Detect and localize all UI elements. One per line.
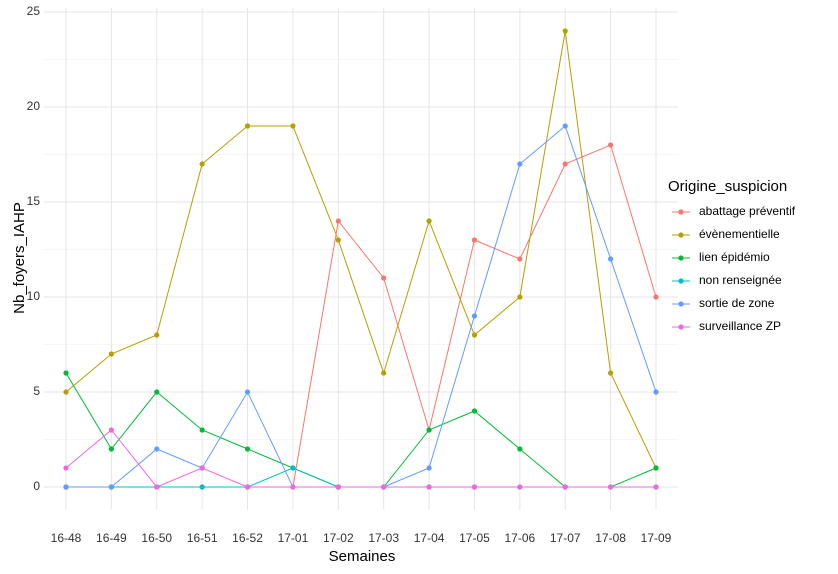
data-point: [608, 142, 614, 148]
data-point: [244, 446, 251, 452]
y-tick-label: 5: [33, 384, 40, 398]
data-point: [290, 465, 296, 471]
data-point: [517, 161, 523, 167]
legend-label: abattage préventif: [699, 204, 796, 218]
x-tick-label: 17-08: [595, 531, 626, 545]
data-point: [471, 484, 478, 490]
data-point: [653, 294, 659, 300]
y-tick-label: 10: [27, 289, 41, 303]
data-point: [108, 484, 114, 490]
y-tick-label: 0: [33, 479, 40, 493]
data-point: [63, 465, 69, 471]
y-tick-label: 15: [27, 194, 41, 208]
data-point: [108, 427, 114, 433]
data-point: [335, 484, 341, 490]
series-line: [65, 372, 657, 488]
x-tick-label: 16-49: [96, 531, 127, 545]
data-point: [244, 123, 251, 129]
legend-key-point: [678, 209, 684, 215]
series-line: [66, 144, 657, 488]
legend-label: surveillance ZP: [699, 319, 781, 333]
legend-key-point: [678, 278, 684, 284]
x-tick-label: 17-01: [278, 531, 309, 545]
data-point: [562, 123, 568, 129]
data-point: [199, 465, 205, 471]
legend-key-point: [678, 232, 684, 238]
data-point: [426, 427, 432, 433]
data-point: [63, 484, 69, 490]
data-point: [335, 237, 341, 243]
data-point: [381, 275, 387, 281]
data-point: [517, 294, 523, 300]
data-point: [426, 484, 432, 490]
x-tick-label: 17-06: [504, 531, 535, 545]
legend-key-point: [678, 324, 684, 330]
data-point: [154, 446, 160, 452]
data-point: [517, 446, 523, 452]
x-tick-label: 16-52: [232, 531, 263, 545]
data-point: [154, 389, 160, 395]
legend-label: évènementielle: [699, 227, 780, 241]
data-point: [608, 256, 614, 262]
x-tick-label: 17-07: [550, 531, 581, 545]
data-point: [381, 484, 387, 490]
data-point: [335, 218, 341, 224]
x-tick-label: 16-51: [187, 531, 218, 545]
series-line: [65, 429, 656, 488]
x-tick-label: 17-03: [368, 531, 399, 545]
data-point: [290, 123, 296, 129]
data-point: [381, 370, 387, 376]
x-tick-label: 17-02: [323, 531, 354, 545]
data-point: [244, 389, 251, 395]
legend-key-point: [678, 301, 684, 307]
y-axis-title: Nb_foyers_IAHP: [11, 202, 28, 314]
x-tick-label: 17-05: [459, 531, 490, 545]
data-point: [290, 484, 296, 490]
x-axis-title: Semaines: [329, 548, 396, 565]
data-point: [562, 28, 568, 34]
data-point: [471, 332, 478, 338]
data-point: [471, 408, 478, 414]
data-point: [653, 484, 659, 490]
x-tick-label: 17-04: [414, 531, 445, 545]
data-point: [471, 237, 478, 243]
legend-title: Origine_suspicion: [668, 178, 787, 195]
data-point: [562, 161, 568, 167]
y-tick-label: 20: [27, 99, 41, 113]
legend-label: non renseignée: [699, 273, 782, 287]
legend-key-point: [678, 255, 684, 261]
data-point: [517, 484, 523, 490]
data-point: [63, 370, 69, 376]
data-point: [154, 484, 160, 490]
data-point: [199, 427, 205, 433]
x-tick-label: 17-09: [641, 531, 672, 545]
y-tick-label: 25: [27, 4, 41, 18]
data-point: [562, 484, 568, 490]
x-tick-label: 16-48: [51, 531, 82, 545]
data-point: [108, 351, 114, 357]
legend-label: sortie de zone: [699, 296, 775, 310]
data-point: [199, 161, 205, 167]
data-point: [653, 465, 659, 471]
data-point: [608, 370, 614, 376]
data-point: [426, 465, 432, 471]
x-tick-label: 16-50: [141, 531, 172, 545]
data-point: [653, 389, 659, 395]
data-point: [244, 484, 251, 490]
data-point: [608, 484, 614, 490]
data-point: [154, 332, 160, 338]
data-point: [471, 313, 478, 319]
series-line: [65, 30, 657, 469]
data-point: [108, 446, 114, 452]
data-point: [426, 218, 432, 224]
data-point: [63, 389, 69, 395]
legend-label: lien épidémio: [699, 250, 770, 264]
data-point: [517, 256, 523, 262]
data-point: [199, 484, 205, 490]
